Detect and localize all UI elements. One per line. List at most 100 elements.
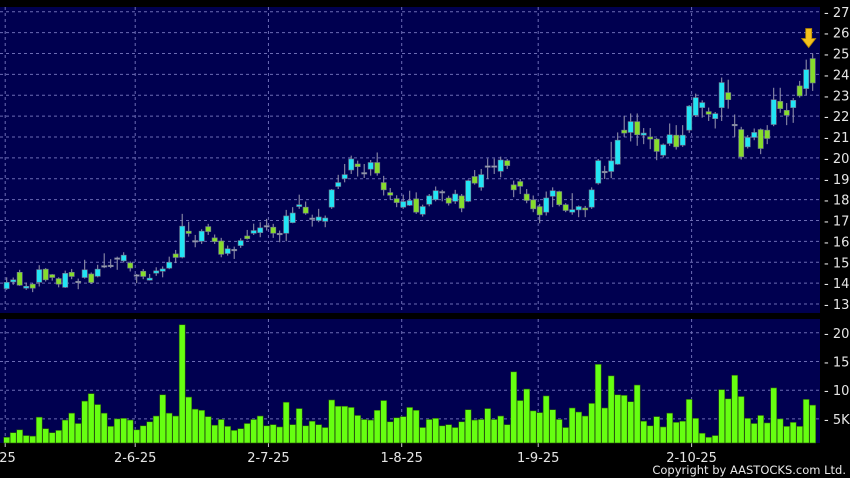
candle [114,256,121,270]
candle-body [146,277,153,281]
candle-body [361,172,368,175]
volume-bar [575,411,583,444]
candle-body [478,174,485,188]
candle [556,190,563,207]
candle-body [263,225,270,228]
candle [120,252,127,263]
candle-body [465,180,472,202]
volume-bar [113,418,121,444]
volume-bar [100,412,108,444]
candle [42,268,49,282]
candle-body [172,253,179,258]
candle-body [426,195,433,205]
volume-bar [640,420,648,444]
candle-body [627,121,634,133]
volume-bar [438,425,446,444]
volume-bar [211,424,218,444]
candle [257,222,264,238]
candle [302,201,309,215]
volume-bar [497,415,505,444]
candle-body [328,189,335,208]
candle [205,223,212,235]
date-axis-label: 1-9-25 [517,451,559,466]
volume-bar [373,409,381,444]
volume-bar [393,417,401,444]
volume-bar [757,415,765,444]
candle [608,141,615,179]
candle [712,111,719,129]
candle [322,215,329,228]
candle-body [335,182,342,187]
volume-bar [614,394,622,444]
candle [49,273,56,281]
candle [133,273,140,284]
volume-bar [321,427,329,444]
volume-bar [542,395,550,444]
candle [348,155,355,174]
price-axis-label: - 240 [824,68,850,83]
volume-bar [302,425,310,444]
candle-body [179,225,186,258]
volume-bar [555,419,563,444]
candle [504,158,511,169]
candle [289,207,296,224]
volume-bar [282,401,290,444]
candle [62,270,69,288]
volume-bar [61,419,69,444]
candle [679,125,686,147]
candle [361,163,368,178]
candle-body [81,269,88,278]
date-axis-label: 1-8-25 [380,451,422,466]
date-axis-label: 2-7-25 [247,451,289,466]
candle [634,113,641,146]
volume-bar [659,426,667,444]
candle-body [666,134,673,144]
candle-body [595,160,602,184]
candle [653,138,660,161]
volume-bar [685,399,693,444]
volume-bar [295,408,303,444]
candle [244,229,251,240]
candle-body [777,101,784,109]
candle [276,230,283,243]
candle-body [634,121,641,136]
candle-body [504,160,511,166]
candle [725,79,732,109]
candle-body [523,193,530,201]
candle-body [205,226,212,232]
volume-bar [432,418,440,444]
volume-bar [419,427,427,444]
volume-bar [146,421,153,444]
candle-body [458,195,465,209]
volume-bar [68,412,75,444]
candle [270,223,277,238]
candle [458,194,465,213]
candle-body [562,204,569,211]
candle-body [614,139,621,165]
candle [36,265,43,287]
volume-bar [692,418,700,444]
candle-body [582,207,589,211]
volume-bar [529,410,537,444]
candle-body [796,85,803,97]
candle-body [231,249,238,252]
price-axis-label: - 250 [824,48,850,63]
candle [224,245,231,256]
candle [328,189,335,209]
candle [790,98,797,123]
candle [751,128,758,141]
candle-body [257,227,264,233]
candle [101,253,108,269]
candle-body [3,282,10,289]
volume-bar [354,415,362,444]
candle-body [692,97,699,116]
volume-bar [490,419,498,444]
candle-body [16,271,23,286]
candle [738,126,745,160]
volume-bar [334,405,342,444]
price-axis-label: - 140 [824,277,850,292]
candle-body [679,134,686,146]
volume-bar [3,436,11,444]
candle [510,180,517,198]
volume-bar [718,389,726,444]
